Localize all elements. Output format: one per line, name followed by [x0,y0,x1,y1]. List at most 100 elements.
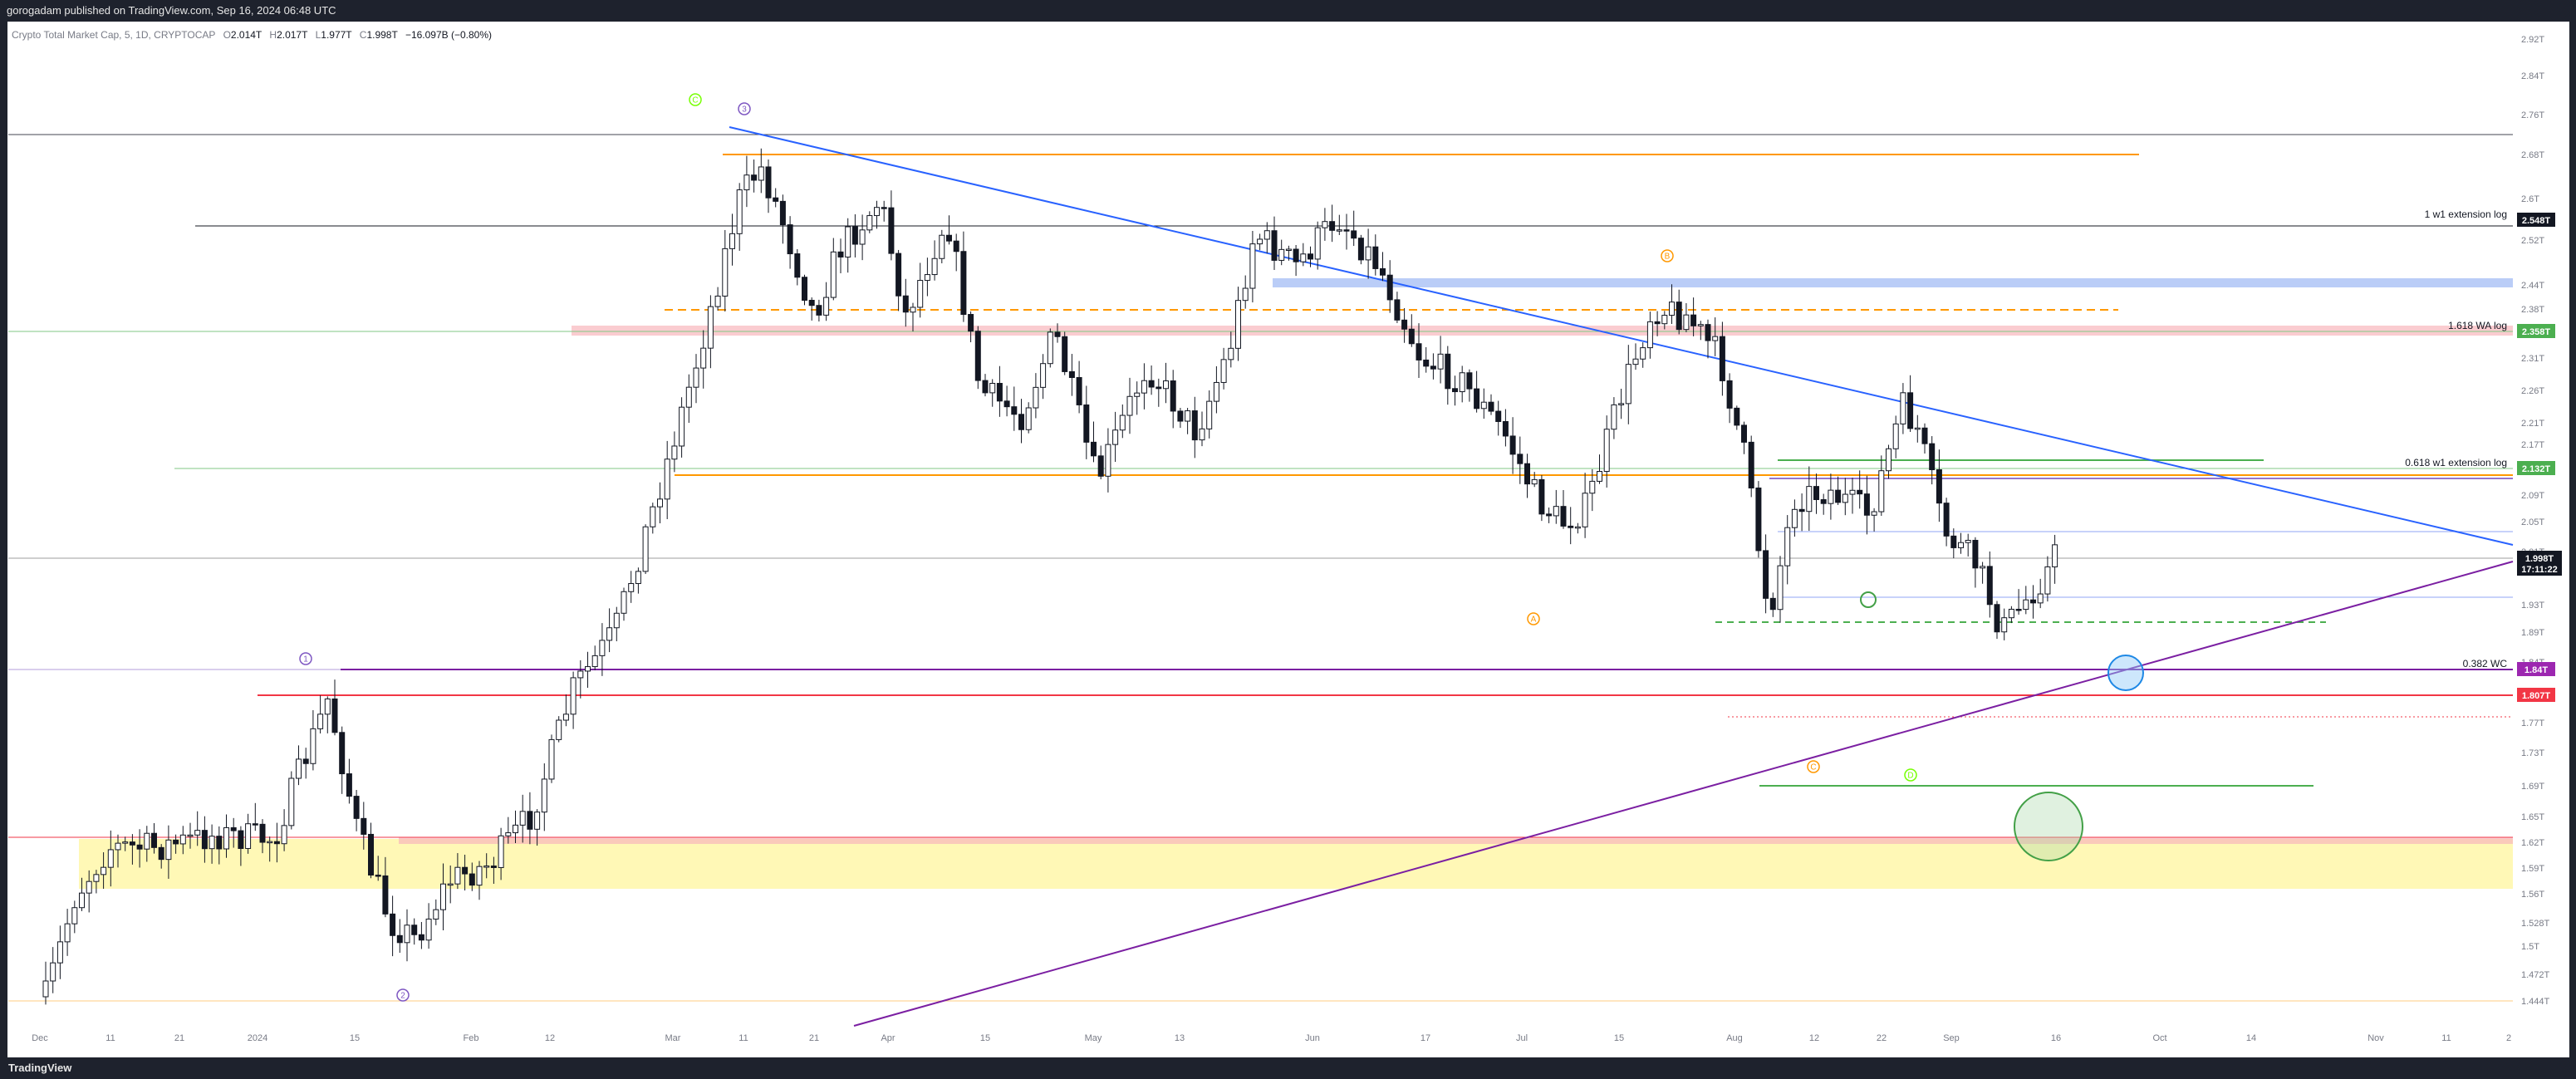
candle-body [1206,400,1213,429]
candle-body [179,834,186,845]
candle-body [1734,407,1740,426]
time-tick: Oct [2152,1033,2166,1043]
purple-ascending-trendline[interactable] [853,561,2514,1027]
candle-body [1097,455,1104,477]
price-tick: 2.26T [2521,386,2544,396]
time-axis[interactable]: Dec 11 21 2024 15 Feb 12 Mar 11 21 Apr 15 May 13 Jun 17… [32,1033,2511,1043]
candle-body [390,913,396,936]
level-price-tag [2517,662,2555,676]
wave-label: B [1665,253,1671,262]
time-tick: 16 [2051,1033,2061,1043]
candle-body [1878,470,1885,513]
candle-body [1285,248,1292,252]
candle-body [1076,377,1082,405]
candle-body [1654,321,1661,325]
candle-body [1568,525,1574,528]
candle-body [1213,381,1219,402]
candle-body [1062,336,1068,372]
time-tick: 15 [980,1033,990,1043]
candle-body [440,883,446,910]
wave-label: 1 [303,655,308,665]
candle-body [519,811,526,826]
price-axis[interactable]: 2.92T 2.84T 2.76T 2.68T 2.6T 2.52T 2.44T 2.38T 2… [2521,35,2550,1007]
blue-descending-trendline[interactable] [729,126,2514,546]
candle-body [1466,372,1473,390]
candle-body [2044,566,2051,595]
candle-body [1806,486,1813,513]
candle-body [881,207,887,209]
candle-body [1560,506,1567,527]
candle-body [621,591,627,614]
price-tick: 1.73T [2521,748,2544,758]
candle-body [1755,487,1762,552]
price-tick: 2.31T [2521,354,2544,364]
time-tick: 12 [1809,1033,1819,1043]
price-tick: 1.56T [2521,890,2544,900]
candle-body [1300,253,1307,262]
candle-body [664,459,670,500]
price-tick: 1.69T [2521,782,2544,792]
candle-body [765,166,772,199]
candle-body [1191,410,1198,441]
candle-body [1170,380,1176,412]
wave-labels: C 3 1 2 B A C D [299,93,1917,1002]
candle-body [1828,489,1834,504]
candle-body [599,640,606,656]
level-price-value: 2.548T [2522,216,2551,226]
candle-body [1445,353,1451,390]
time-tick: 12 [545,1033,555,1043]
candle-body [382,875,389,915]
candle-body [273,841,280,845]
candle-body [679,406,685,447]
candle-body [2052,544,2058,567]
price-tick: 2.52T [2521,236,2544,246]
candle-body [1148,380,1155,388]
candle-body [56,941,63,964]
candle-body [375,875,381,877]
candle-body [1380,267,1386,276]
candle-body [1141,380,1147,394]
price-tick: 2.6T [2521,194,2539,204]
candle-body [888,207,895,254]
candle-body [1068,370,1075,379]
candle-body [700,347,707,369]
candle-body [1820,498,1827,504]
candle-body [1763,550,1769,599]
candle-body [476,866,483,886]
candle-body [1119,414,1126,431]
candle-body [1958,542,1964,548]
candle-body [1849,489,1856,495]
candle-body [2037,593,2044,604]
price-tick: 2.76T [2521,110,2544,120]
candle-body [296,758,302,779]
wave-label: C [1810,763,1816,772]
time-tick: Nov [2367,1033,2384,1043]
price-tick: 1.528T [2521,919,2550,929]
time-tick: Jul [1516,1033,1528,1043]
last-price-countdown: 17:11:22 [2521,565,2557,575]
candle-body [158,846,164,861]
candle-body [1741,424,1747,443]
candle-body [1618,403,1625,405]
candle-body [1416,343,1422,360]
candle-body [657,498,663,508]
price-tick: 2.68T [2521,150,2544,160]
green-small-circle [1860,591,1877,608]
candle-body [743,174,750,191]
candle-body [751,174,758,181]
price-tick: 1.93T [2521,601,2544,611]
tradingview-logo[interactable]: TradingView [8,1062,72,1074]
blue-zone [1273,278,2513,287]
candle-body [671,445,678,460]
candle-body [917,280,924,308]
candle-body [1777,565,1784,611]
candle-body [173,839,179,845]
candle-body [1177,410,1184,422]
candle-body [1712,336,1719,341]
candle-body [1538,478,1545,515]
candle-body [1220,359,1227,383]
candle-body [2023,599,2029,611]
candle-body [685,386,692,408]
candle-body [1365,246,1371,261]
